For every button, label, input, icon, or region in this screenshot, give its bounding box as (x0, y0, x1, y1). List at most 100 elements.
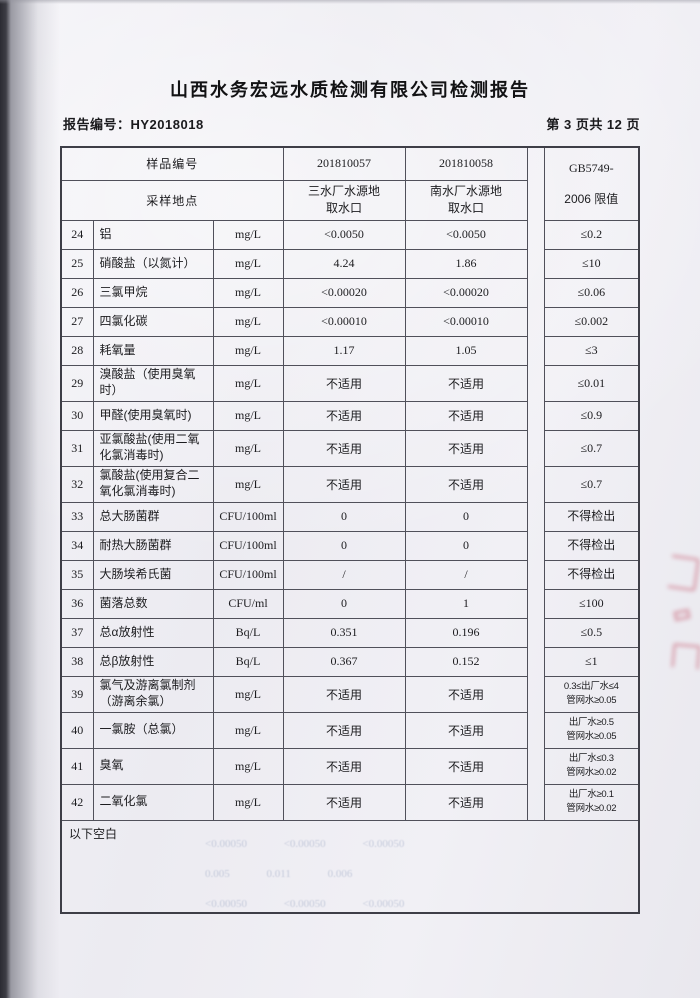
table-row-41: 41 臭氧 mg/L 不适用 不适用 出厂水≤0.3 管网水≥0.02 (60, 747, 640, 785)
sample2-site: 南水厂水源地 取水口 (404, 179, 528, 221)
row-number: 28 (60, 335, 94, 366)
table-row-37: 37 总α放射性 Bq/L 0.351 0.196 ≤0.5 (60, 617, 640, 648)
page-title: 山西水务宏远水质检测有限公司检测报告 (170, 80, 530, 100)
table-row-28: 28 耗氧量 mg/L 1.17 1.05 ≤3 (60, 335, 640, 366)
value-sample1: 不适用 (282, 429, 406, 467)
unit: CFU/100ml (212, 501, 284, 532)
row-number: 25 (60, 248, 94, 279)
value-sample1: 0 (282, 588, 406, 619)
limit-header-line1: GB5749- (568, 160, 614, 175)
unit: Bq/L (212, 617, 284, 648)
row-number: 33 (60, 501, 94, 532)
value-sample2: 1.05 (404, 335, 528, 366)
param-name: 耐热大肠菌群 (92, 530, 214, 561)
unit: mg/L (212, 429, 284, 467)
param-name: 四氯化碳 (92, 306, 214, 337)
report-number: 报告编号：HY2018018 (63, 117, 204, 132)
param-name: 总大肠菌群 (92, 501, 214, 532)
limit-value: ≤100 (543, 588, 640, 619)
value-sample2: 不适用 (404, 364, 528, 402)
limit-value: 出厂水≤0.3 管网水≥0.02 (543, 747, 640, 785)
value-sample2: 不适用 (404, 783, 528, 821)
param-name: 总α放射性 (92, 617, 214, 648)
unit: mg/L (212, 306, 284, 337)
param-name: 耗氧量 (92, 335, 214, 366)
row-number: 41 (60, 747, 94, 785)
limit-value: 不得检出 (543, 559, 640, 590)
limit-value: ≤0.002 (543, 306, 640, 337)
param-name: 大肠埃希氏菌 (92, 559, 214, 590)
value-sample2: 1 (404, 588, 528, 619)
unit: mg/L (212, 400, 284, 431)
param-name: 氯气及游离氯制剂 （游离余氯） (92, 675, 214, 713)
limit-value: ≤0.5 (543, 617, 640, 648)
row-number: 40 (60, 711, 94, 749)
value-sample1: 不适用 (282, 783, 406, 821)
scan-left-edge-shadow (0, 0, 60, 998)
param-name: 三氯甲烷 (92, 277, 214, 308)
table-row-36: 36 菌落总数 CFU/ml 0 1 ≤100 (60, 588, 640, 619)
value-sample1: <0.00020 (282, 277, 406, 308)
limit-value: ≤1 (543, 646, 640, 677)
unit: mg/L (212, 248, 284, 279)
value-sample1: <0.0050 (282, 219, 406, 250)
value-sample1: 不适用 (282, 747, 406, 785)
param-name: 二氧化氯 (92, 783, 214, 821)
limit-value: ≤0.06 (543, 277, 640, 308)
limit-column-header: GB5749- 2006 限值 (543, 146, 640, 221)
param-name: 臭氧 (92, 747, 214, 785)
unit: mg/L (212, 364, 284, 402)
bleed-through-text: <0.00050 <0.00050 <0.00050 (205, 838, 405, 850)
limit-value: ≤10 (543, 248, 640, 279)
param-name: 亚氯酸盐(使用二氧化氯消毒时) (92, 429, 214, 467)
sample2-id: 201810058 (404, 146, 528, 181)
table-row-30: 30 甲醛(使用臭氧时) mg/L 不适用 不适用 ≤0.9 (60, 400, 640, 431)
param-name: 铝 (92, 219, 214, 250)
limit-value: 出厂水≥0.1 管网水≥0.02 (543, 783, 640, 821)
value-sample1: 0 (282, 501, 406, 532)
param-name: 硝酸盐（以氮计） (92, 248, 214, 279)
value-sample2: 不适用 (404, 747, 528, 785)
param-name: 溴酸盐（使用臭氧时） (92, 364, 214, 402)
param-name: 一氯胺（总氯） (92, 711, 214, 749)
param-name: 菌落总数 (92, 588, 214, 619)
value-sample2: / (404, 559, 528, 590)
unit: CFU/100ml (212, 559, 284, 590)
unit: mg/L (212, 465, 284, 503)
limit-value: ≤0.2 (543, 219, 640, 250)
limit-value: 出厂水≥0.5 管网水≥0.05 (543, 711, 640, 749)
row-number: 37 (60, 617, 94, 648)
footer-blank-row: 以下空白 (60, 819, 640, 914)
limit-value: 0.3≤出厂水≤4 管网水≥0.05 (543, 675, 640, 713)
value-sample2: 0 (404, 530, 528, 561)
value-sample1: <0.00010 (282, 306, 406, 337)
table-row-26: 26 三氯甲烷 mg/L <0.00020 <0.00020 ≤0.06 (60, 277, 640, 308)
table-row-25: 25 硝酸盐（以氮计） mg/L 4.24 1.86 ≤10 (60, 248, 640, 279)
unit: mg/L (212, 219, 284, 250)
unit: mg/L (212, 747, 284, 785)
limit-value: 不得检出 (543, 530, 640, 561)
value-sample1: 0 (282, 530, 406, 561)
limit-value: ≤0.7 (543, 465, 640, 503)
header-row-sampling-site: 采样地点 三水厂水源地 取水口 南水厂水源地 取水口 (60, 179, 639, 221)
value-sample2: 0.152 (404, 646, 528, 677)
table-row-34: 34 耐热大肠菌群 CFU/100ml 0 0 不得检出 (60, 530, 640, 561)
table-row-27: 27 四氯化碳 mg/L <0.00010 <0.00010 ≤0.002 (60, 306, 640, 337)
row-number: 26 (60, 277, 94, 308)
value-sample1: 0.367 (282, 646, 406, 677)
unit: mg/L (212, 675, 284, 713)
bleed-through-text: 0.005 0.011 0.006 (205, 868, 353, 880)
value-sample2: 0.196 (404, 617, 528, 648)
unit: mg/L (212, 711, 284, 749)
row-number: 38 (60, 646, 94, 677)
table-row-40: 40 一氯胺（总氯） mg/L 不适用 不适用 出厂水≥0.5 管网水≥0.05 (60, 711, 640, 749)
row-number: 42 (60, 783, 94, 821)
separator-column (526, 146, 545, 821)
row-number: 27 (60, 306, 94, 337)
value-sample1: / (282, 559, 406, 590)
bleed-through-text: <0.00050 <0.00050 <0.00050 (205, 898, 405, 910)
table-row-39: 39 氯气及游离氯制剂 （游离余氯） mg/L 不适用 不适用 0.3≤出厂水≤4 管网水… (60, 675, 640, 713)
unit: mg/L (212, 277, 284, 308)
limit-header-line2: 2006 限值 (564, 191, 619, 206)
